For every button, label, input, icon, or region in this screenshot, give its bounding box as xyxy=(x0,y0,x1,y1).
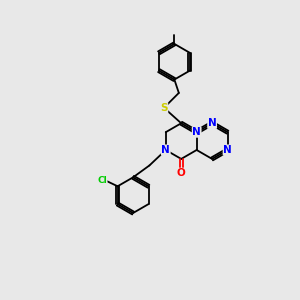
Text: N: N xyxy=(208,118,217,128)
Text: N: N xyxy=(161,145,170,155)
Text: Cl: Cl xyxy=(97,176,107,185)
Text: S: S xyxy=(160,103,168,113)
Text: O: O xyxy=(177,168,186,178)
Text: N: N xyxy=(223,145,232,155)
Text: N: N xyxy=(192,127,201,137)
